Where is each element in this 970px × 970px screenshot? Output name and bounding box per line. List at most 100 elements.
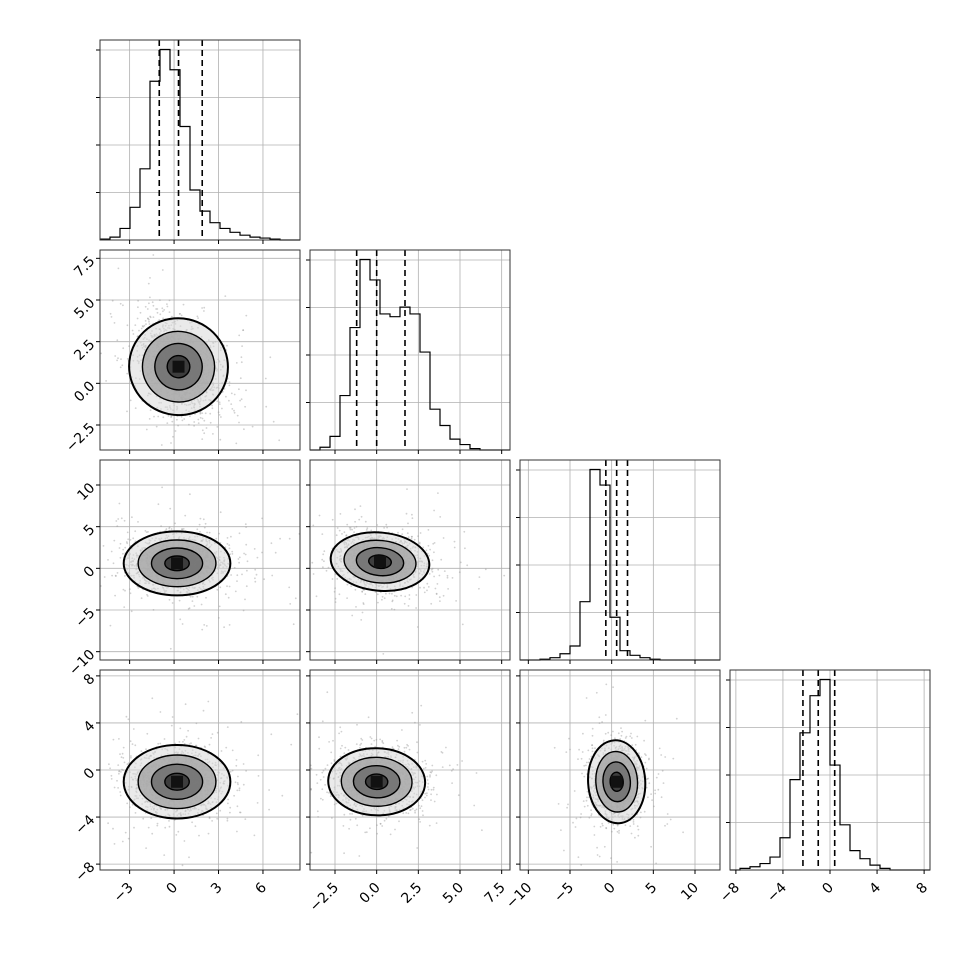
scatter-point: [127, 538, 130, 541]
scatter-point: [129, 399, 132, 402]
scatter-point: [440, 558, 443, 561]
scatter-point: [119, 556, 122, 559]
scatter-point: [443, 570, 446, 572]
scatter-point: [123, 519, 126, 522]
panel-frame: [99, 39, 301, 241]
scatter-point: [427, 586, 430, 588]
scatter-point: [406, 532, 409, 535]
density-peak: [172, 360, 185, 373]
scatter-point: [411, 513, 413, 516]
scatter-point: [318, 514, 321, 517]
scatter-point: [383, 527, 385, 529]
scatter-points: [274, 488, 506, 655]
scatter-point: [176, 418, 178, 421]
scatter-point: [189, 415, 191, 418]
scatter-point: [254, 577, 256, 580]
scatter-point: [458, 571, 461, 574]
scatter-point: [119, 366, 122, 369]
scatter-point: [354, 520, 356, 523]
scatter-point: [177, 424, 180, 427]
scatter-point: [138, 329, 140, 332]
scatter-point: [179, 618, 182, 621]
scatter-point: [124, 546, 127, 549]
scatter-point: [148, 302, 150, 305]
scatter-point: [109, 624, 112, 627]
scatter-point: [425, 549, 428, 552]
scatter-point: [353, 531, 355, 533]
scatter-point: [118, 502, 121, 505]
scatter-point: [147, 531, 149, 533]
scatter-point: [201, 628, 204, 631]
scatter-point: [153, 415, 155, 418]
scatter-point: [230, 392, 233, 395]
scatter-point: [322, 553, 325, 556]
scatter-point: [393, 594, 396, 597]
histogram-panel-3: −8 −4 0 4 8: [717, 669, 932, 906]
scatter-point: [307, 558, 309, 560]
scatter-point: [220, 416, 222, 418]
scatter-point: [169, 647, 172, 650]
scatter-point: [289, 603, 292, 605]
x-tick-label: 8: [914, 880, 932, 898]
scatter-point: [161, 486, 164, 489]
scatter-point: [209, 421, 212, 424]
scatter-point: [433, 509, 435, 512]
scatter-point: [361, 611, 364, 614]
scatter-point: [105, 380, 107, 382]
scatter-point: [189, 595, 192, 598]
scatter-point: [191, 600, 194, 602]
scatter-point: [256, 556, 259, 559]
scatter-point: [478, 587, 480, 590]
scatter-point: [122, 304, 124, 307]
scatter-point: [118, 547, 121, 549]
scatter-point: [391, 599, 394, 602]
scatter-point: [228, 624, 231, 626]
scatter-point: [144, 305, 147, 308]
scatter-point: [334, 573, 337, 576]
scatter-point: [233, 411, 236, 414]
scatter-point: [109, 312, 112, 315]
scatter-point: [225, 395, 227, 398]
scatter-point: [245, 543, 248, 546]
scatter-point: [219, 586, 222, 589]
scatter-point: [193, 421, 196, 423]
scatter-point: [427, 544, 430, 547]
scatter-point: [430, 602, 433, 605]
scatter-point: [189, 493, 191, 496]
scatter-points: [69, 232, 281, 446]
scatter-point: [229, 553, 232, 556]
scatter-point: [111, 299, 114, 302]
scatter-point: [171, 420, 174, 423]
scatter-point: [355, 525, 358, 528]
scatter-point: [243, 552, 246, 555]
scatter-point: [338, 593, 341, 596]
scatter-point: [272, 420, 275, 423]
scatter-point: [307, 524, 309, 526]
scatter-point: [137, 306, 139, 309]
scatter-point: [383, 597, 386, 600]
scatter-point: [205, 427, 208, 429]
scatter-point: [129, 592, 132, 595]
scatter-point: [145, 428, 148, 431]
scatter-point: [385, 592, 387, 595]
scatter-point: [274, 559, 276, 561]
scatter-point: [199, 517, 202, 520]
scatter-point: [385, 523, 388, 526]
scatter-point: [166, 422, 169, 424]
scatter-point: [240, 356, 243, 359]
scatter-point: [442, 537, 445, 539]
scatter-point: [233, 409, 235, 412]
scatter-point: [160, 525, 163, 527]
scatter-point: [144, 320, 147, 322]
scatter-panel-1-0: −2.50.02.55.07.5: [63, 232, 301, 455]
scatter-point: [279, 537, 281, 540]
scatter-point: [122, 548, 125, 551]
scatter-point: [423, 591, 426, 594]
scatter-point: [466, 564, 469, 567]
scatter-point: [218, 532, 220, 535]
scatter-point: [69, 232, 71, 234]
scatter-point: [377, 601, 379, 604]
scatter-point: [165, 528, 168, 530]
scatter-point: [253, 548, 256, 550]
scatter-point: [212, 433, 214, 435]
